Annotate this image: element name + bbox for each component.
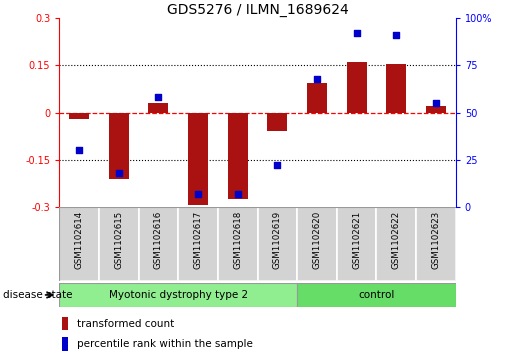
Bar — [258, 207, 297, 281]
Bar — [139, 207, 178, 281]
Bar — [307, 83, 327, 113]
Point — [392, 32, 401, 38]
Bar — [148, 103, 168, 113]
Point — [233, 191, 242, 197]
Bar — [347, 62, 367, 113]
Bar — [416, 207, 456, 281]
Bar — [59, 283, 297, 307]
Point — [352, 30, 360, 36]
Bar — [59, 207, 99, 281]
Point — [273, 163, 281, 168]
Bar — [426, 106, 446, 113]
Bar — [188, 113, 208, 205]
Text: GSM1102615: GSM1102615 — [114, 211, 123, 269]
Text: GSM1102618: GSM1102618 — [233, 211, 242, 269]
Text: disease state: disease state — [3, 290, 72, 300]
Text: GSM1102621: GSM1102621 — [352, 211, 361, 269]
Point — [154, 94, 162, 100]
Title: GDS5276 / ILMN_1689624: GDS5276 / ILMN_1689624 — [167, 3, 348, 17]
Text: GSM1102617: GSM1102617 — [194, 211, 202, 269]
Bar — [62, 337, 67, 351]
Bar — [297, 207, 337, 281]
Bar — [178, 207, 218, 281]
Bar — [99, 207, 139, 281]
Point — [313, 76, 321, 81]
Text: GSM1102622: GSM1102622 — [392, 211, 401, 269]
Text: GSM1102616: GSM1102616 — [154, 211, 163, 269]
Text: GSM1102619: GSM1102619 — [273, 211, 282, 269]
Text: transformed count: transformed count — [77, 319, 174, 329]
Bar — [337, 207, 376, 281]
Text: GSM1102623: GSM1102623 — [432, 211, 440, 269]
Bar — [376, 207, 416, 281]
Text: percentile rank within the sample: percentile rank within the sample — [77, 339, 253, 348]
Bar — [267, 113, 287, 131]
Bar — [62, 317, 67, 330]
Point — [432, 100, 440, 106]
Bar — [297, 283, 456, 307]
Bar — [109, 113, 129, 179]
Point — [114, 170, 123, 176]
Text: GSM1102614: GSM1102614 — [75, 211, 83, 269]
Bar — [386, 64, 406, 113]
Bar — [218, 207, 258, 281]
Text: control: control — [358, 290, 394, 300]
Text: Myotonic dystrophy type 2: Myotonic dystrophy type 2 — [109, 290, 248, 300]
Bar — [69, 113, 89, 119]
Bar — [228, 113, 248, 199]
Point — [75, 147, 83, 153]
Text: GSM1102620: GSM1102620 — [313, 211, 321, 269]
Point — [194, 191, 202, 197]
